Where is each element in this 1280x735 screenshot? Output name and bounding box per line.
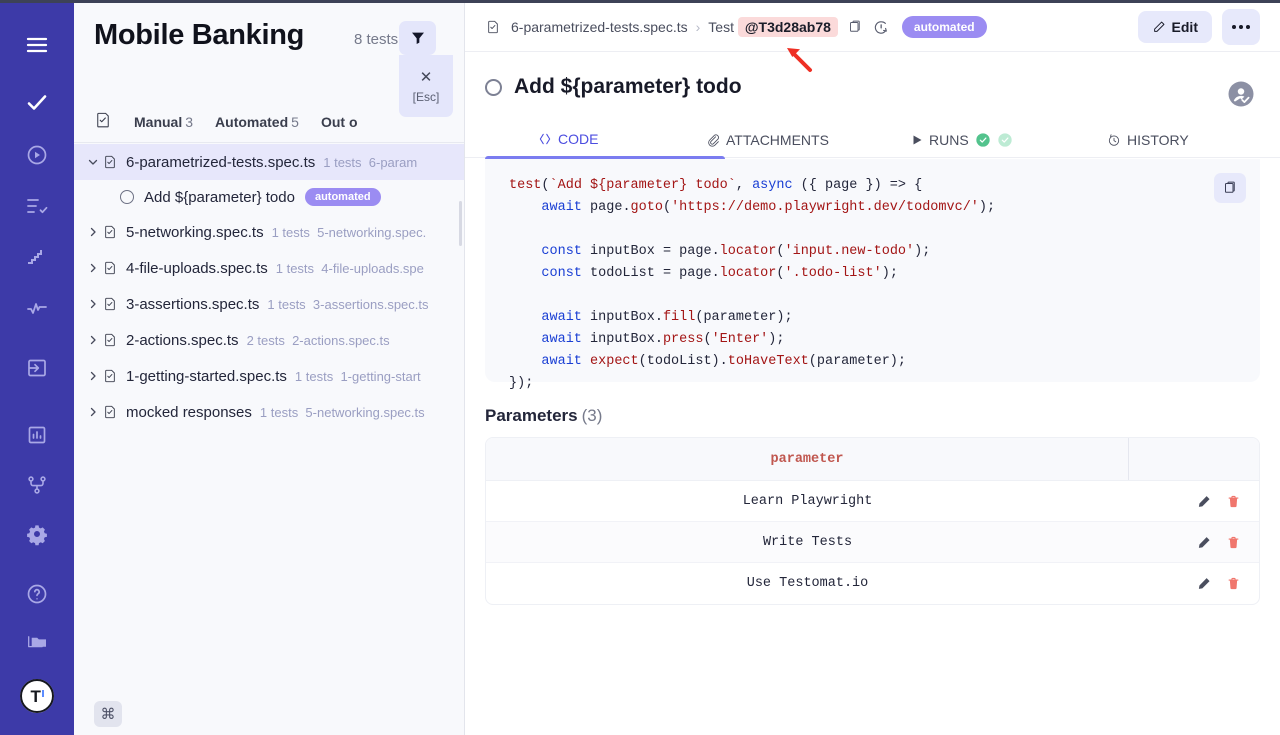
svg-text:T: T xyxy=(31,687,42,706)
